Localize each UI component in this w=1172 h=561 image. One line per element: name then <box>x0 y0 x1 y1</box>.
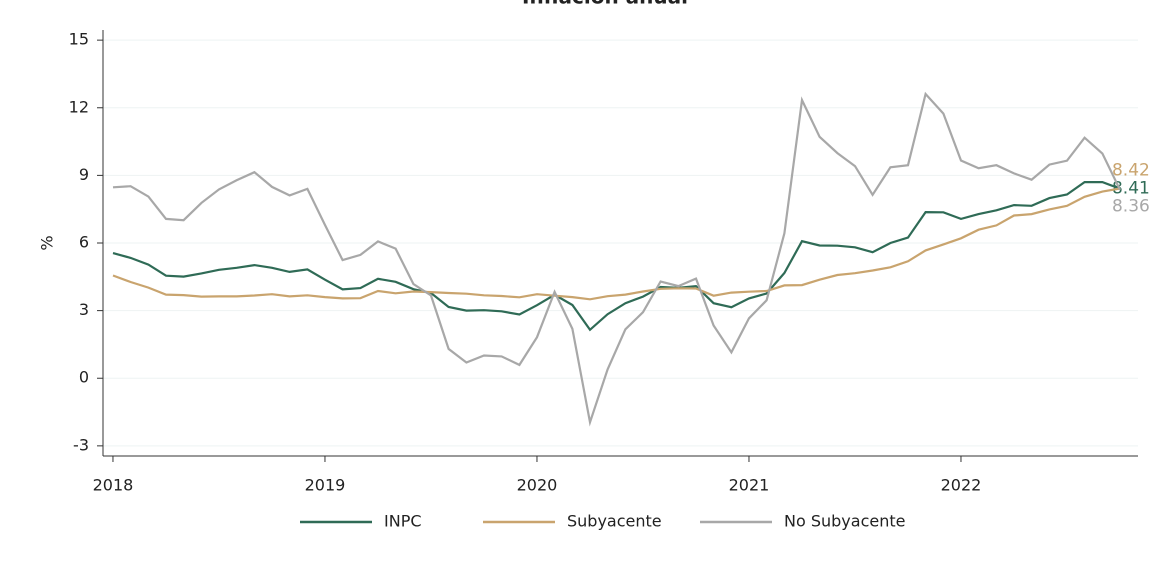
chart-title: Inflación anual <box>522 0 688 9</box>
legend-label: No Subyacente <box>784 512 905 531</box>
end-label: 8.36 <box>1112 197 1150 217</box>
y-tick-label: 15 <box>69 30 89 49</box>
y-tick-label: 9 <box>79 165 89 184</box>
series-line <box>112 181 1121 332</box>
legend-label: Subyacente <box>567 512 662 531</box>
series-line <box>112 91 1121 427</box>
legend-label: INPC <box>384 512 422 531</box>
x-tick-label: 2022 <box>941 476 982 495</box>
y-tick-label: 12 <box>69 97 89 116</box>
x-tick-label: 2019 <box>305 476 346 495</box>
series-line <box>112 187 1121 301</box>
y-tick-label: -3 <box>73 435 89 454</box>
end-label: 8.41 <box>1112 179 1150 199</box>
y-axis-label: % <box>38 235 57 250</box>
end-label: 8.42 <box>1112 161 1150 181</box>
x-tick-label: 2020 <box>517 476 558 495</box>
y-tick-label: 3 <box>79 300 89 319</box>
y-tick-label: 6 <box>79 233 89 252</box>
x-tick-label: 2018 <box>93 476 134 495</box>
y-tick-label: 0 <box>79 368 89 387</box>
x-tick-label: 2021 <box>729 476 770 495</box>
